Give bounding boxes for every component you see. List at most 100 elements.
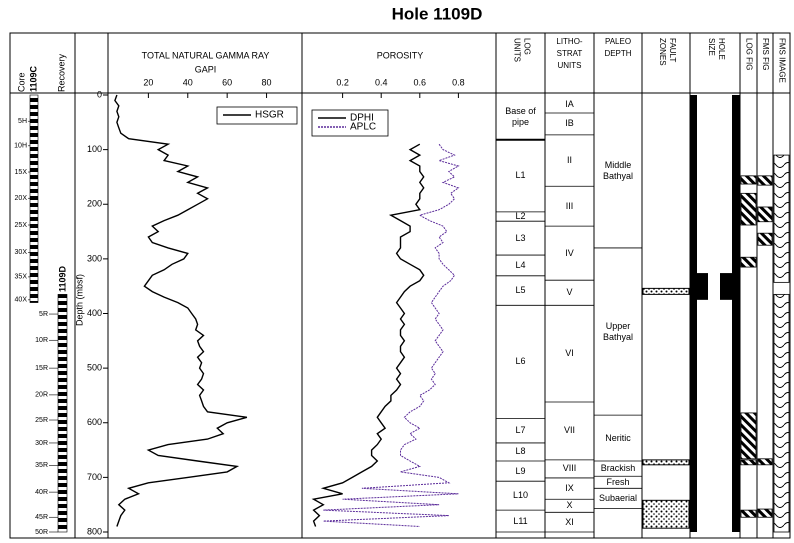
unit-label: VI: [565, 348, 574, 359]
fms-fig-interval: [757, 458, 773, 466]
x-tick-label: 40: [183, 77, 193, 87]
legend-label: HSGR: [255, 110, 284, 121]
column-heading: LOG: [522, 38, 531, 55]
unit-label: L7: [515, 425, 526, 436]
recovery-bar: [29, 94, 39, 303]
column-heading: PALEO: [605, 37, 631, 46]
core-label: 15X: [15, 169, 28, 176]
column-heading: DEPTH: [604, 49, 631, 58]
column-heading: LITHO-: [556, 37, 583, 46]
core-label: 10H: [14, 143, 27, 150]
legend-label: APLC: [350, 122, 376, 133]
frame: [9, 32, 791, 539]
unit-label: X: [566, 500, 573, 511]
legend-box: [216, 106, 298, 125]
column-heading: HOLE: [717, 38, 726, 60]
unit-label: L6: [515, 356, 526, 367]
unit-label: L2: [515, 211, 526, 222]
core-label: 15R: [35, 365, 48, 372]
unit-label: II: [566, 155, 572, 166]
fms-fig-interval: [757, 206, 773, 223]
hole-wall: [732, 95, 740, 532]
core-label: 35R: [35, 462, 48, 469]
unit-label: IX: [565, 483, 574, 494]
panel-title: POROSITY: [377, 50, 424, 60]
column-heading: SIZE: [707, 38, 716, 56]
y-tick-label: 100: [87, 144, 102, 154]
hole-enlarged: [720, 273, 732, 300]
unit-label: Fresh: [606, 476, 630, 487]
y-tick-label: 600: [87, 417, 102, 427]
x-tick-label: 80: [262, 77, 272, 87]
log-curve: [114, 94, 248, 527]
column-heading: FMS FIG: [761, 38, 770, 70]
log-curve: [323, 143, 460, 527]
y-axis-label: Depth (mbsf): [74, 274, 84, 326]
hole-name: 1109C: [28, 65, 38, 92]
legend-label: DPHI: [350, 113, 374, 124]
core-label: 25X: [15, 222, 28, 229]
x-tick-label: 0.4: [375, 77, 388, 87]
unit-label: Middle Bathyal: [602, 160, 634, 182]
core-label: 25R: [35, 417, 48, 424]
fms-fig-interval: [757, 508, 773, 518]
core-label: 40R: [35, 489, 48, 496]
core-label: 20R: [35, 392, 48, 399]
unit-label: L9: [515, 465, 526, 476]
legend-box: [311, 109, 389, 137]
unit-label: V: [566, 287, 573, 298]
title: Hole 1109D: [392, 4, 483, 23]
x-axis-label: GAPI: [195, 64, 217, 74]
column-heading: FAULT: [668, 38, 677, 62]
column-heading: ZONES: [658, 38, 667, 66]
core-label: 20X: [15, 195, 28, 202]
unit-label: L11: [513, 515, 528, 526]
log-fig-interval: [740, 192, 757, 226]
unit-label: L10: [512, 490, 529, 501]
core-label: 40X: [15, 297, 28, 304]
unit-label: VIII: [562, 463, 577, 474]
unit-label: Subaerial: [598, 492, 638, 503]
unit-label: L4: [515, 259, 526, 270]
unit-label: IV: [565, 247, 574, 258]
fault-zone: [642, 459, 690, 466]
fault-zone: [642, 499, 690, 529]
unit-label: L8: [515, 446, 526, 457]
hole-name: 1109D: [57, 265, 67, 292]
unit-label: Base of pipe: [505, 106, 536, 128]
log-fig-interval: [740, 256, 757, 268]
y-tick-label: 800: [87, 526, 102, 536]
fms-image-interval: [773, 154, 790, 283]
log-fig-interval: [740, 509, 757, 518]
y-tick-label: 400: [87, 308, 102, 318]
unit-label: Neritic: [605, 432, 631, 443]
core-heading: Core: [16, 72, 26, 92]
unit-label: VII: [563, 425, 575, 436]
unit-label: III: [565, 200, 574, 211]
unit-label: L1: [515, 170, 526, 181]
hole-enlarged: [697, 273, 708, 300]
fms-fig-interval: [757, 232, 773, 246]
x-tick-label: 0.2: [336, 77, 349, 87]
core-label: 10R: [35, 337, 48, 344]
core-label: 30X: [15, 249, 28, 256]
recovery-heading: Recovery: [56, 53, 66, 92]
log-curve: [311, 143, 425, 527]
core-label: 50R: [35, 529, 48, 536]
hole-wall: [690, 95, 697, 532]
log-fig-interval: [740, 459, 757, 466]
log-fig-interval: [740, 175, 757, 185]
y-tick-label: 200: [87, 199, 102, 209]
unit-label: XI: [565, 516, 574, 527]
y-tick-label: 0: [97, 89, 102, 99]
x-tick-label: 20: [143, 77, 153, 87]
log-fig-interval: [740, 412, 757, 460]
unit-label: Upper Bathyal: [602, 320, 634, 342]
unit-label: L3: [515, 232, 526, 243]
column-heading: STRAT: [557, 49, 583, 58]
panel-title: TOTAL NATURAL GAMMA RAY: [142, 50, 270, 60]
core-label: 45R: [35, 514, 48, 521]
unit-label: L5: [515, 285, 526, 296]
